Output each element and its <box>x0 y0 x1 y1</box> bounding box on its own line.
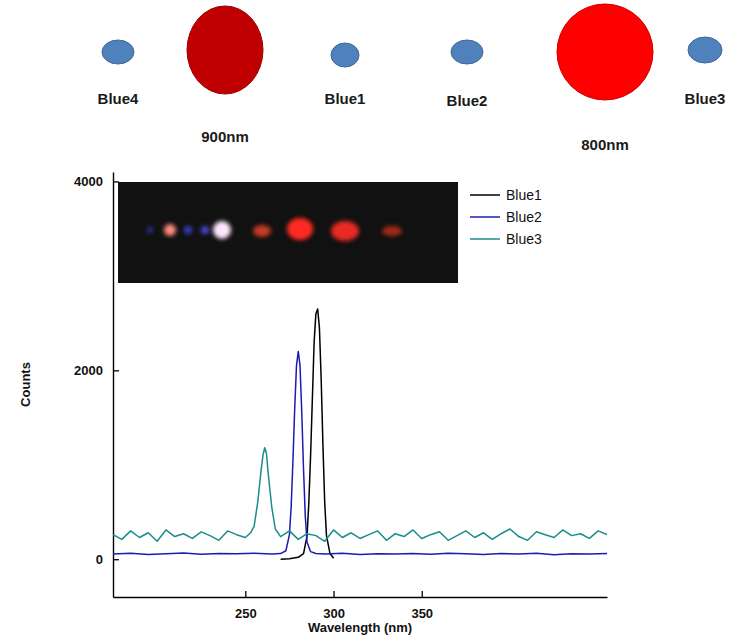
spot <box>187 6 263 94</box>
inset-spot <box>213 221 231 239</box>
legend: Blue1 Blue2 Blue3 <box>470 187 542 247</box>
inset-spot <box>253 225 271 237</box>
y-axis-title: Counts <box>18 362 33 407</box>
inset-spot <box>147 227 153 233</box>
spot-label: Blue4 <box>98 90 140 107</box>
inset-background <box>118 182 458 283</box>
legend-swatch <box>470 238 500 240</box>
figure: Blue4 900nm Blue1 Blue2 800nm Blue3 250 300 350 0… <box>0 0 737 641</box>
spot-label: 900nm <box>201 128 249 145</box>
x-axis: 250 300 350 <box>114 591 608 621</box>
x-tick-mark <box>333 591 334 597</box>
x-axis-title: Wavelength (nm) <box>308 620 412 635</box>
y-tick-label: 2000 <box>74 363 103 378</box>
inset-spot <box>201 226 209 234</box>
y-tick: 4000 <box>74 174 119 189</box>
x-tick: 250 <box>235 591 257 621</box>
y-tick-label: 0 <box>96 552 103 567</box>
x-tick-mark <box>422 591 423 597</box>
series-line <box>281 309 334 559</box>
spot-label: Blue1 <box>325 90 366 107</box>
y-tick-mark <box>113 370 119 371</box>
y-axis: 0 2000 4000 <box>74 173 119 598</box>
inset-spot <box>184 226 192 234</box>
spot <box>688 37 722 63</box>
x-axis-line <box>114 597 608 598</box>
y-tick-mark <box>113 559 119 560</box>
spot <box>557 4 653 100</box>
x-tick-label: 300 <box>323 606 345 621</box>
x-tick-label: 350 <box>411 606 433 621</box>
inset-spot <box>164 224 176 236</box>
spot <box>102 40 134 64</box>
legend-label: Blue2 <box>506 209 542 225</box>
y-axis-line <box>113 173 114 598</box>
legend-label: Blue3 <box>506 231 542 247</box>
x-tick-mark <box>245 591 246 597</box>
y-tick-label: 4000 <box>74 174 103 189</box>
spot-label: 800nm <box>581 136 629 153</box>
inset-spot <box>382 226 402 236</box>
spot <box>451 40 483 64</box>
series-line <box>113 448 607 542</box>
spot-label: Blue2 <box>447 92 488 109</box>
inset-spot <box>287 218 313 240</box>
spot-label: Blue3 <box>685 90 726 107</box>
legend-swatch <box>470 216 500 218</box>
series-line <box>113 351 607 554</box>
legend-label: Blue1 <box>506 187 542 203</box>
diagram: Blue4 900nm Blue1 Blue2 800nm Blue3 <box>98 4 726 153</box>
inset-photo <box>118 182 458 283</box>
x-tick-label: 250 <box>235 606 257 621</box>
legend-swatch <box>470 194 500 196</box>
x-tick: 350 <box>411 591 433 621</box>
spot <box>331 43 359 67</box>
inset-spot <box>331 221 359 241</box>
y-tick: 2000 <box>74 363 119 378</box>
plot-area <box>113 309 607 559</box>
x-tick: 300 <box>323 591 345 621</box>
